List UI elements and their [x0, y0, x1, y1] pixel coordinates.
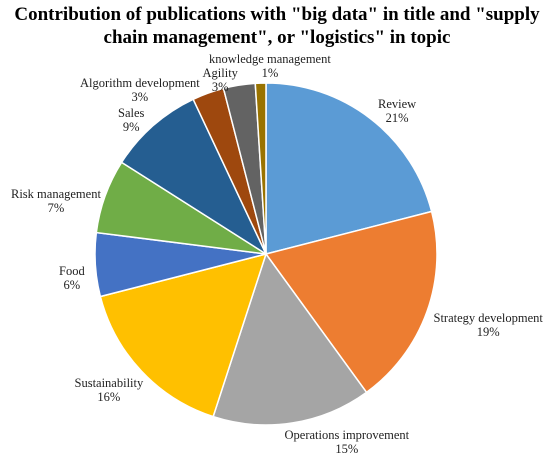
chart-title-line-1: Contribution of publications with "big d…	[14, 4, 540, 25]
slice-label-agility: Agility 3%	[203, 66, 238, 94]
slice-label-algorithm-development: Algorithm development 3%	[80, 76, 200, 104]
slice-label-sales: Sales 9%	[118, 106, 144, 134]
slice-label-name: Food	[59, 264, 85, 278]
pie-slice-review	[265, 82, 433, 255]
slice-label-name: knowledge management	[209, 52, 331, 66]
slice-label-percent: 15%	[335, 442, 359, 456]
slice-label-name: Agility	[202, 66, 238, 80]
slice-label-food: Food 6%	[59, 264, 85, 292]
pie-slice-sustainability	[99, 252, 268, 418]
slice-label-percent: 7%	[47, 201, 65, 215]
slice-label-percent: 3%	[211, 80, 229, 94]
slice-label-name: Risk management	[11, 187, 101, 201]
slice-label-strategy-development: Strategy development 19%	[434, 311, 543, 339]
slice-label-percent: 1%	[261, 66, 279, 80]
slice-label-name: Review	[378, 97, 417, 111]
slice-label-percent: 6%	[63, 278, 81, 292]
slice-label-knowledge-management: knowledge management 1%	[209, 52, 331, 80]
slice-label-review: Review 21%	[378, 97, 416, 125]
pie-slice-knowledge-management	[254, 82, 267, 255]
slice-label-percent: 19%	[476, 325, 500, 339]
slice-label-name: Operations improvement	[284, 428, 410, 442]
pie-slice-strategy-development	[264, 210, 438, 394]
slice-label-name: Sustainability	[74, 376, 144, 390]
slice-label-percent: 9%	[122, 120, 140, 134]
slice-label-name: Strategy development	[433, 311, 543, 325]
slice-label-operations-improvement: Operations improvement 15%	[285, 428, 410, 456]
slice-label-name: Sales	[118, 106, 145, 120]
slice-label-percent: 16%	[97, 390, 121, 404]
slice-label-risk-management: Risk management 7%	[11, 187, 101, 215]
slice-label-name: Algorithm development	[80, 76, 200, 90]
pie-slice-sales	[120, 98, 268, 257]
slice-label-sustainability: Sustainability 16%	[75, 376, 144, 404]
pie-slice-operations-improvement	[212, 252, 368, 426]
chart-title: Contribution of publications with "big d…	[0, 3, 554, 49]
slice-label-percent: 3%	[131, 90, 149, 104]
slice-label-percent: 21%	[385, 111, 409, 125]
chart-title-line-2: chain management", or "logistics" in top…	[103, 27, 451, 48]
